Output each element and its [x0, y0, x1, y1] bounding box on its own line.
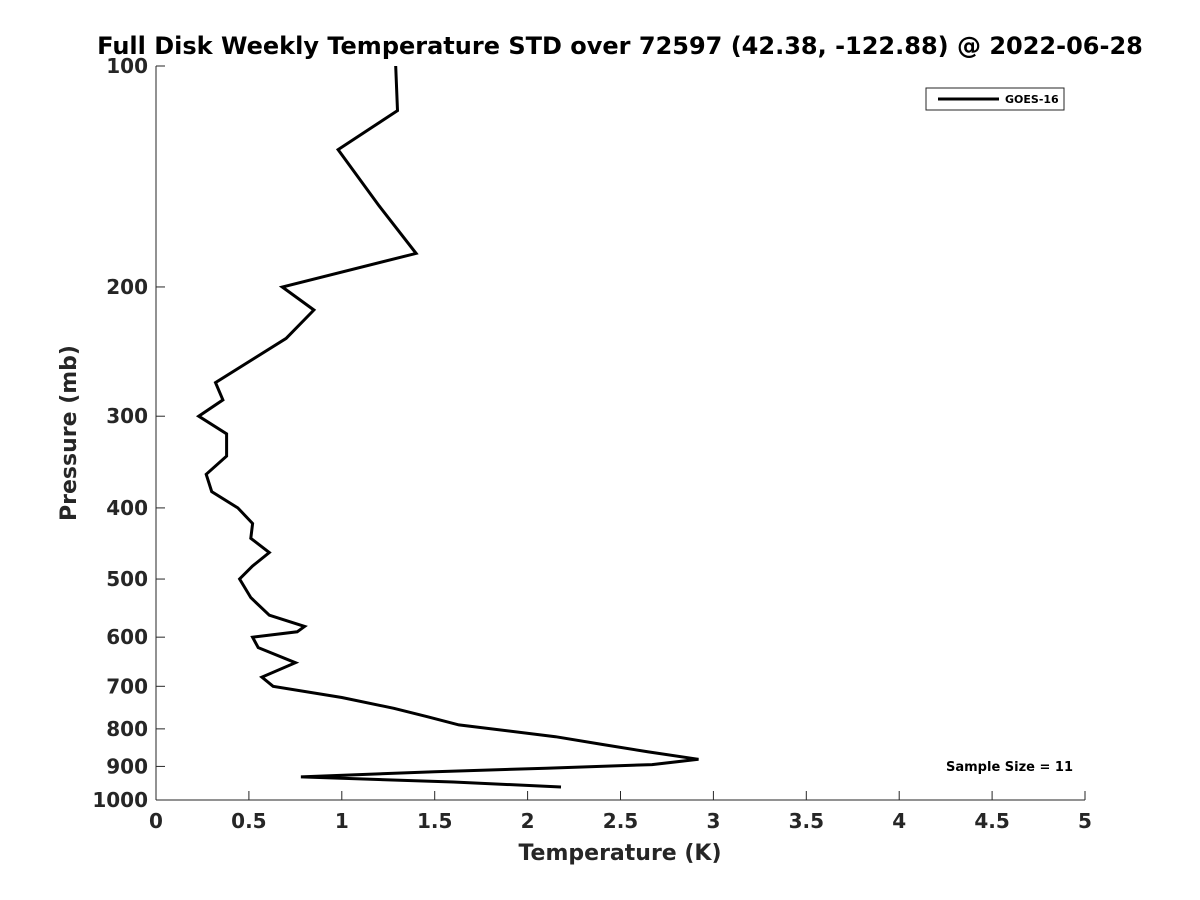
sample-size-annotation: Sample Size = 11	[946, 760, 1073, 775]
plot-series	[195, 65, 699, 789]
y-tick-label: 300	[106, 404, 148, 428]
x-tick-label: 0.5	[231, 809, 266, 833]
x-tick-label: 2.5	[603, 809, 638, 833]
chart-title: Full Disk Weekly Temperature STD over 72…	[97, 32, 1143, 60]
y-axis-ticks: 100 200 300 400 500 600 700 800 900 1000	[92, 54, 165, 812]
series-line-goes-16	[195, 65, 699, 789]
x-tick-label: 3	[706, 809, 720, 833]
x-axis-label: Temperature (K)	[518, 841, 721, 866]
x-tick-label: 2	[521, 809, 535, 833]
y-tick-label: 1000	[92, 788, 148, 812]
legend-entry: GOES-16	[1005, 93, 1059, 106]
x-tick-label: 4.5	[974, 809, 1009, 833]
x-axis-ticks: 0 0.5 1 1.5 2 2.5 3 3.5 4 4.5 5	[149, 791, 1092, 833]
legend: GOES-16	[925, 87, 1065, 111]
x-tick-label: 1.5	[417, 809, 452, 833]
y-tick-label: 400	[106, 496, 148, 520]
x-tick-label: 1	[335, 809, 349, 833]
y-tick-label: 500	[106, 567, 148, 591]
x-tick-label: 3.5	[789, 809, 824, 833]
x-tick-label: 0	[149, 809, 163, 833]
x-tick-label: 4	[892, 809, 906, 833]
y-tick-label: 800	[106, 717, 148, 741]
y-tick-label: 200	[106, 275, 148, 299]
x-tick-label: 5	[1078, 809, 1092, 833]
y-tick-label: 600	[106, 625, 148, 649]
y-tick-label: 900	[106, 754, 148, 778]
y-tick-label: 700	[106, 674, 148, 698]
y-axis-label: Pressure (mb)	[57, 345, 82, 521]
y-tick-label: 100	[106, 54, 148, 78]
